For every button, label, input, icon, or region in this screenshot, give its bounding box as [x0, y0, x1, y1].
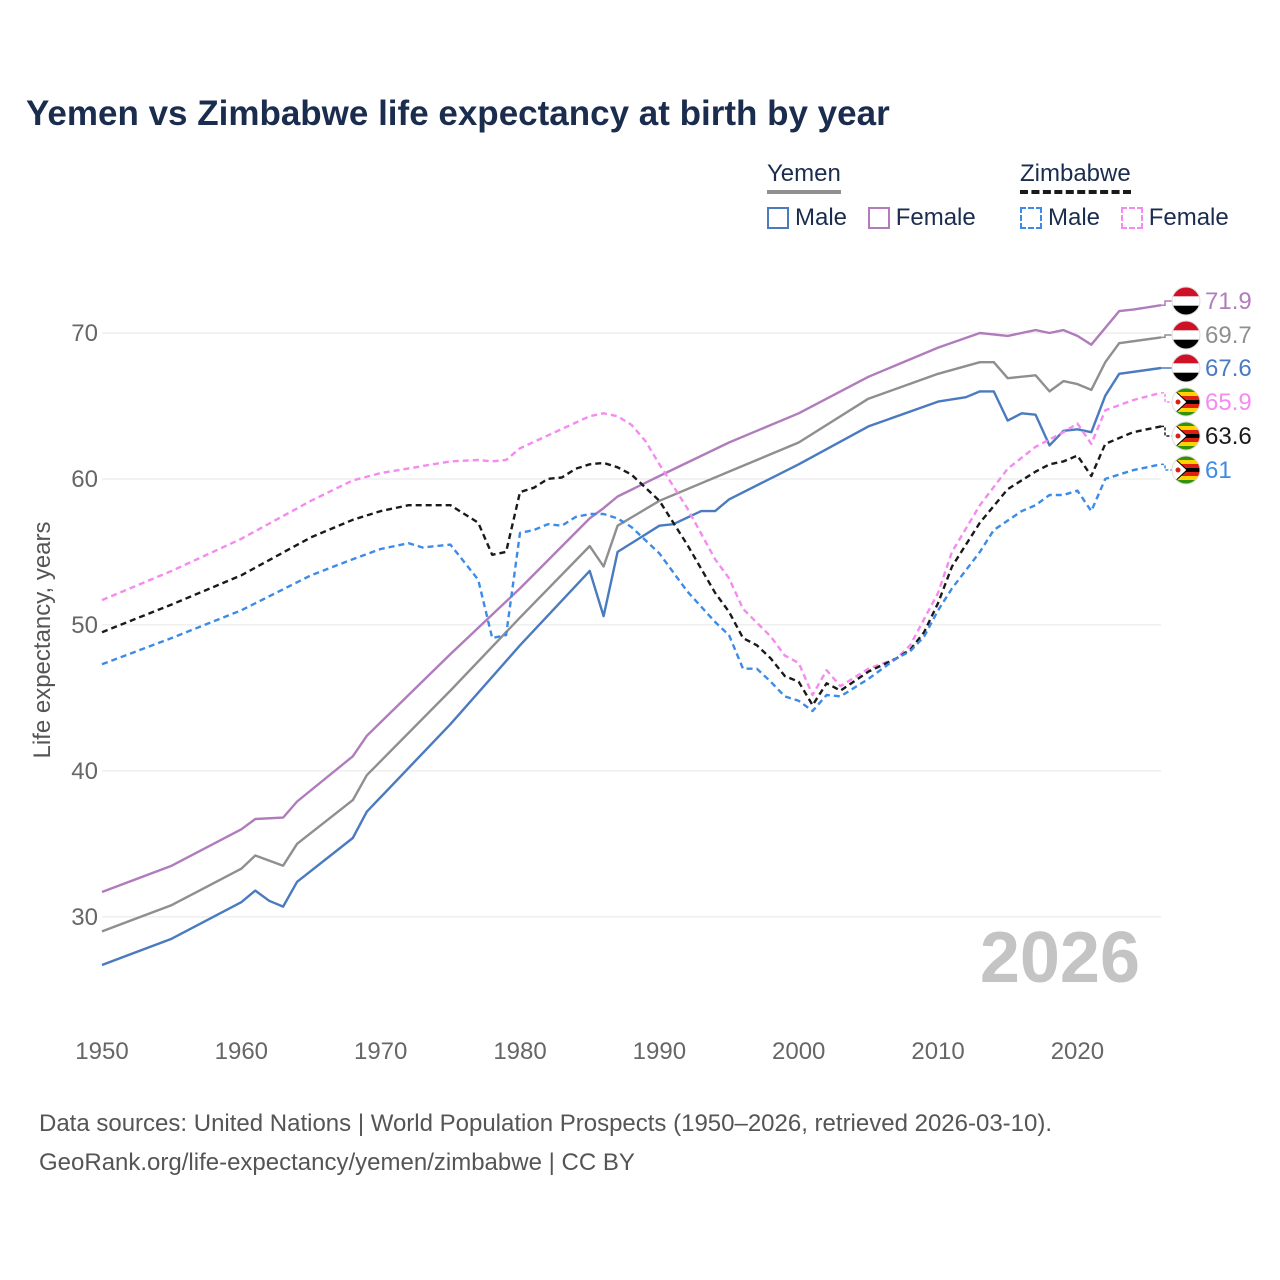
chart-title: Yemen vs Zimbabwe life expectancy at bir…	[26, 94, 890, 133]
connector-yemen-female	[1161, 300, 1172, 306]
legend-zimbabwe-male-swatch	[1020, 207, 1042, 229]
x-tick-label-2020: 2020	[1051, 1038, 1104, 1065]
series-line-zimbabwe-total	[101, 425, 1162, 707]
end-label-yemen-female: 71.9	[1205, 288, 1252, 315]
legend-zimbabwe-row: Male Female	[1020, 204, 1243, 236]
legend-yemen-female[interactable]: Female	[867, 204, 976, 232]
legend-zimbabwe: Zimbabwe Male Female	[1020, 160, 1229, 231]
x-tick-label-1960: 1960	[215, 1038, 268, 1065]
legend-zimbabwe-heading: Zimbabwe	[1020, 160, 1131, 194]
x-tick-label-1980: 1980	[493, 1038, 546, 1065]
x-tick-label-1950: 1950	[75, 1038, 128, 1065]
line-chart: 30 40 50 60 70 1950 1960 1970 1980 1990 2000 2010 20…	[29, 286, 1252, 1065]
end-label-zimbabwe-male: 61	[1205, 457, 1232, 484]
series-line-zimbabwe-female	[101, 391, 1162, 697]
y-axis-label: Life expectancy, years	[29, 521, 56, 758]
footer-sources: Data sources: United Nations | World Pop…	[39, 1110, 1053, 1137]
flag-yemen-male	[1171, 353, 1201, 383]
year-watermark: 2026	[980, 918, 1140, 998]
legend-zimbabwe-male-label: Male	[1048, 204, 1101, 231]
legend-yemen-male-swatch	[767, 207, 789, 229]
flag-yemen-total	[1171, 320, 1201, 350]
legend-yemen-female-label: Female	[895, 204, 976, 231]
y-tick-label-50: 50	[71, 612, 98, 639]
legend-zimbabwe-female-label: Female	[1148, 204, 1229, 231]
legend-yemen-male[interactable]: Male	[767, 204, 847, 232]
flag-zimbabwe-male	[1171, 455, 1201, 485]
legend-zimbabwe-female-swatch	[1120, 207, 1143, 229]
end-label-yemen-total: 69.7	[1205, 322, 1252, 349]
x-tick-label-2000: 2000	[772, 1038, 825, 1065]
flag-zimbabwe-total	[1171, 421, 1201, 451]
flag-yemen-female	[1171, 286, 1201, 316]
grid-lines	[102, 332, 1161, 918]
flag-zimbabwe-female	[1171, 387, 1201, 417]
y-tick-label-70: 70	[71, 320, 98, 347]
end-label-zimbabwe-female: 65.9	[1205, 389, 1252, 416]
y-tick-label-30: 30	[71, 904, 98, 931]
legend-zimbabwe-female[interactable]: Female	[1120, 204, 1229, 232]
connector-zimbabwe-total	[1161, 425, 1172, 437]
x-tick-label-1970: 1970	[354, 1038, 407, 1065]
legend-yemen: Yemen Male Female	[767, 160, 976, 231]
footer-link: GeoRank.org/life-expectancy/yemen/zimbab…	[39, 1149, 635, 1176]
end-label-yemen-male: 67.6	[1205, 355, 1252, 382]
legend-yemen-row: Male Female	[767, 204, 990, 236]
x-tick-label-1990: 1990	[633, 1038, 686, 1065]
legend-yemen-heading: Yemen	[767, 160, 841, 194]
y-tick-label-60: 60	[71, 466, 98, 493]
y-tick-label-40: 40	[71, 758, 98, 785]
end-label-zimbabwe-total: 63.6	[1205, 423, 1252, 450]
series-line-zimbabwe-male	[101, 463, 1162, 713]
series-line-yemen-female	[101, 304, 1162, 894]
axes: 30 40 50 60 70 1950 1960 1970 1980 1990 2000 2010 20…	[71, 320, 1104, 1065]
series-lines	[101, 304, 1162, 967]
x-tick-label-2010: 2010	[911, 1038, 964, 1065]
connector-zimbabwe-female	[1161, 392, 1172, 403]
end-labels: 71.9 69.7 67.6 65.9 63.6 61	[1161, 286, 1252, 485]
connector-zimbabwe-male	[1161, 463, 1172, 471]
series-line-yemen-total	[101, 336, 1162, 933]
footer: Data sources: United Nations | World Pop…	[39, 1104, 1052, 1182]
connector-yemen-total	[1161, 334, 1172, 339]
series-line-yemen-male	[101, 366, 1162, 967]
legend-yemen-male-label: Male	[795, 204, 848, 231]
legend-yemen-female-swatch	[867, 207, 890, 229]
legend-zimbabwe-male[interactable]: Male	[1020, 204, 1100, 232]
